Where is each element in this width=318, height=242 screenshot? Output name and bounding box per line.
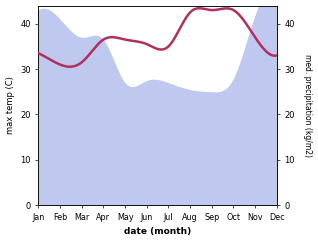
Y-axis label: med. precipitation (kg/m2): med. precipitation (kg/m2) — [303, 54, 313, 157]
X-axis label: date (month): date (month) — [124, 227, 191, 236]
Y-axis label: max temp (C): max temp (C) — [5, 76, 15, 134]
